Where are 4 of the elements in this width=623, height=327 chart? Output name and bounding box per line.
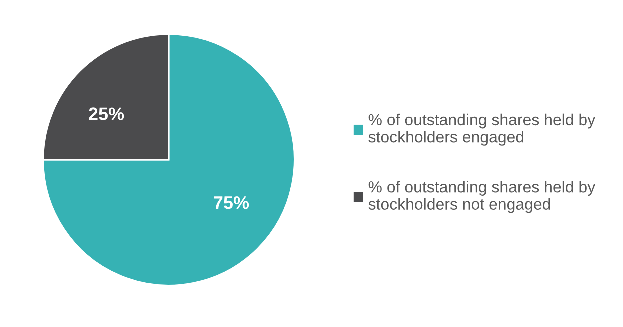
data-label: 25%: [89, 108, 124, 120]
legend-label: % of outstanding shares held by stockholders not engaged: [368, 181, 596, 214]
data-label: 75%: [214, 196, 250, 210]
legend-label: % of outstanding shares held by stockholders engaged: [368, 114, 596, 146]
